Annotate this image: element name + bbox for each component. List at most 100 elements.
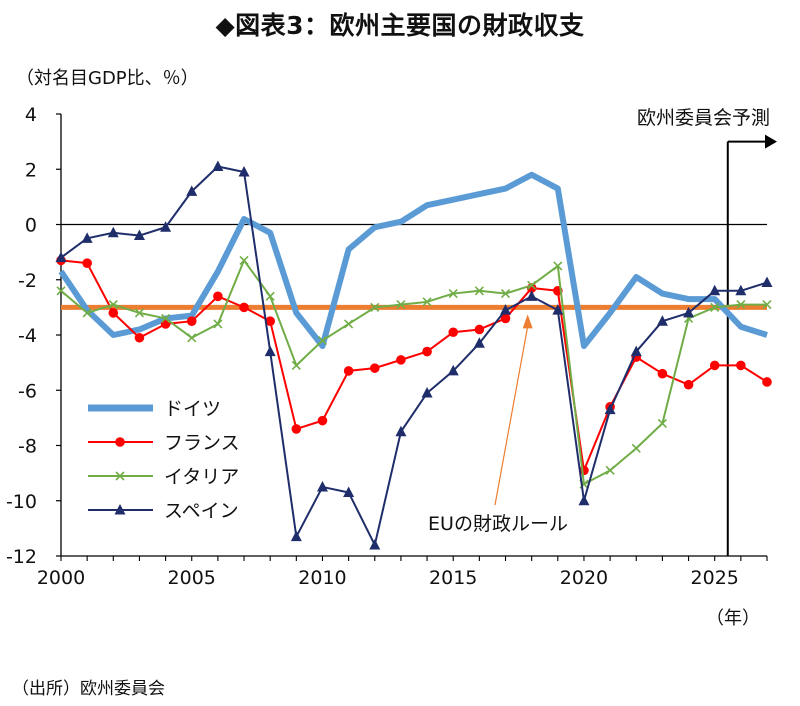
data-point [709, 360, 720, 371]
data-point [421, 387, 433, 398]
y-tick-label: -12 [6, 546, 37, 568]
data-point [133, 229, 145, 241]
data-point-stroke [161, 313, 171, 323]
y-tick-label: 0 [25, 215, 37, 237]
data-point-stroke [108, 300, 118, 310]
data-point [134, 332, 145, 343]
data-point-stroke [736, 300, 746, 310]
y-axis-unit-label: （対名目GDP比、％） [16, 68, 199, 89]
data-point [448, 327, 459, 338]
data-point-stroke [115, 471, 125, 481]
annotation-text: EUの財政ルール [428, 513, 568, 535]
data-point-stroke [134, 308, 145, 318]
data-point [56, 286, 66, 296]
data-point [762, 300, 772, 310]
data-point [422, 346, 432, 357]
data-point-stroke [474, 286, 484, 296]
data-point [82, 308, 92, 318]
data-point [553, 261, 563, 271]
forecast-arrow-head [765, 134, 777, 149]
data-point [107, 226, 119, 238]
series-line [60, 259, 768, 472]
data-point [500, 313, 511, 324]
data-point [552, 304, 564, 315]
data-point [604, 403, 616, 415]
data-point-stroke [187, 333, 197, 343]
data-point [657, 418, 667, 428]
data-point [630, 345, 642, 357]
data-point-stroke [370, 302, 380, 312]
legend-item: スペイン [88, 500, 239, 522]
data-point [683, 306, 695, 318]
data-point [735, 284, 747, 296]
data-point [264, 345, 276, 357]
x-tick-label: 2015 [429, 567, 477, 589]
data-point [447, 364, 459, 376]
data-point [605, 465, 615, 475]
x-tick-label: 2020 [560, 567, 608, 589]
data-point [81, 232, 93, 243]
data-point [108, 308, 119, 318]
data-point [527, 280, 537, 290]
data-point [291, 360, 301, 370]
data-point [762, 377, 772, 387]
data-point [474, 324, 485, 335]
data-point-stroke [239, 255, 249, 265]
legend-label: イタリア [164, 466, 239, 488]
data-point [369, 538, 381, 550]
data-point-stroke [448, 288, 458, 299]
data-point [343, 366, 354, 376]
data-point [396, 300, 406, 310]
chart-title: ◆図表3：欧州主要国の財政収支 [215, 11, 585, 40]
data-point [500, 304, 512, 315]
forecast-label: 欧州委員会予測 [637, 107, 770, 129]
data-point-stroke [605, 465, 615, 475]
data-point-stroke [396, 300, 406, 310]
data-point-stroke [500, 288, 511, 299]
data-point [239, 302, 249, 313]
data-point-stroke [422, 297, 432, 307]
data-point [115, 471, 125, 481]
data-point [395, 425, 407, 437]
data-point [317, 335, 328, 346]
x-tick-label: 2005 [168, 567, 216, 589]
data-point [448, 288, 458, 299]
series-3 [56, 255, 772, 489]
source-note: （出所）欧州委員会 [12, 679, 165, 699]
data-point [186, 185, 198, 196]
data-point-stroke [56, 286, 66, 296]
data-point [82, 258, 92, 268]
data-point-stroke [762, 300, 772, 310]
x-tick-label: 2010 [298, 567, 346, 589]
data-point [212, 160, 224, 171]
y-tick-label: 4 [25, 104, 37, 126]
legend-item: ドイツ [88, 398, 221, 420]
data-point [710, 302, 720, 312]
legend-item: フランス [88, 432, 240, 454]
data-point [631, 443, 641, 453]
series-line [60, 165, 768, 546]
data-point [265, 316, 275, 326]
x-tick-label: 2000 [37, 567, 85, 589]
data-point [709, 284, 721, 296]
data-point-stroke [265, 291, 275, 301]
data-point-stroke [553, 261, 563, 271]
data-point-stroke [657, 418, 667, 428]
y-tick-label: -4 [18, 325, 37, 347]
series-line [58, 171, 768, 350]
data-point-stroke [82, 308, 92, 318]
data-point [291, 424, 302, 434]
data-point [656, 315, 668, 326]
annotation-arrow-head [522, 314, 533, 329]
data-point [657, 368, 668, 379]
data-point-stroke [344, 319, 354, 329]
data-point [369, 363, 380, 373]
data-point [343, 486, 355, 497]
series-line [60, 259, 767, 486]
annotation-arrow-line [494, 326, 529, 506]
data-point [187, 333, 197, 343]
data-point-stroke [213, 319, 223, 329]
data-point-stroke [291, 360, 301, 370]
legend-label: スペイン [164, 500, 239, 522]
